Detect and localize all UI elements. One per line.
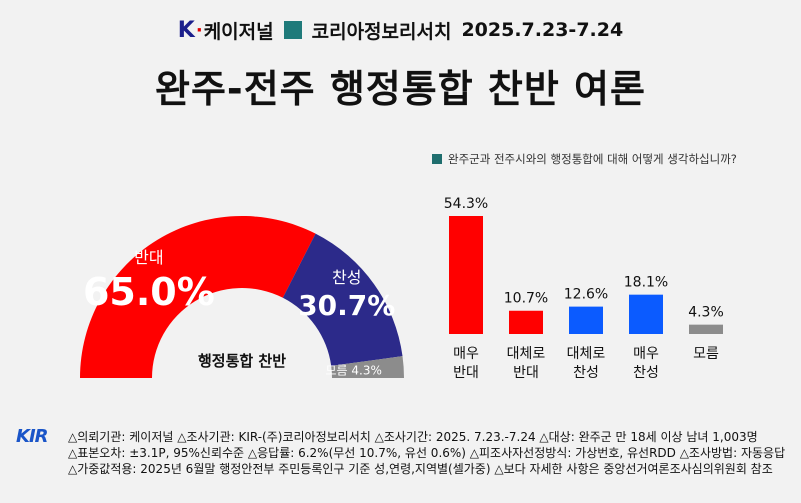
logo-word: 케이저널: [203, 20, 274, 43]
donut-slice-oppose: [80, 215, 316, 378]
bar-value-label: 10.7%: [504, 291, 548, 307]
question: 완주군과 전주시와의 행정통합에 대해 어떻게 생각하십니까?: [432, 151, 737, 167]
slice-label-support: 찬성: [332, 268, 361, 287]
pollster-name: 코리아정보리서치: [311, 20, 452, 43]
header: K · 케이저널 코리아정보리서치 2025.7.23-7.24: [0, 14, 801, 46]
bar-category-label: 반대: [513, 365, 539, 381]
footer-line-3: △가중값적용: 2025년 6월말 행정안전부 주민등록인구 기준 성,연령,지…: [68, 462, 773, 476]
footer-line-1: △의뢰기관: 케이저널 △조사기관: KIR-(주)코리아정보리서치 △조사기간…: [68, 430, 758, 444]
bar: [569, 306, 603, 334]
question-text: 완주군과 전주시와의 행정통합에 대해 어떻게 생각하십니까?: [448, 152, 737, 166]
donut-slice-support: [282, 233, 403, 366]
bar: [449, 216, 483, 334]
slice-label-oppose: 반대: [134, 248, 163, 267]
bar-value-label: 54.3%: [444, 196, 488, 212]
slice-label-unknown: 모름 4.3%: [326, 363, 382, 377]
footer: KIR △의뢰기관: 케이저널 △조사기관: KIR-(주)코리아정보리서치 △…: [16, 426, 786, 477]
footer-line-2: △표본오차: ±3.1P, 95%신뢰수준 △응답률: 6.2%(무선 10.7…: [68, 446, 786, 460]
donut-slice-unknown: [331, 356, 404, 378]
kir-logo: KIR: [16, 426, 49, 447]
bar-category-label: 모름: [693, 346, 719, 362]
bar-category-label: 매우: [633, 346, 659, 362]
slice-value-support: 30.7%: [298, 289, 395, 322]
bar-value-label: 12.6%: [564, 287, 608, 303]
logo-k: K: [177, 17, 195, 43]
square-icon: [432, 154, 442, 164]
bar: [629, 294, 663, 334]
page-title: 완주-전주 행정통합 찬반 여론: [155, 67, 646, 111]
bar-category-label: 찬성: [633, 365, 659, 381]
bar-category-label: 대체로: [507, 346, 546, 362]
bar-category-label: 반대: [453, 365, 479, 381]
bar-value-label: 4.3%: [688, 305, 724, 321]
bar-value-label: 18.1%: [624, 275, 668, 291]
bar: [509, 310, 543, 334]
bar-category-label: 찬성: [573, 365, 599, 381]
bar: [689, 324, 723, 334]
bar-category-label: 대체로: [567, 346, 606, 362]
survey-dates: 2025.7.23-7.24: [461, 19, 624, 41]
square-icon: [283, 21, 302, 39]
kjournal-logo: K · 케이저널: [178, 17, 274, 44]
slice-value-oppose: 65.0%: [83, 270, 215, 314]
bar-category-label: 매우: [453, 346, 479, 362]
logo-dot: ·: [195, 19, 203, 41]
donut-center-label: 행정통합 찬반: [198, 352, 286, 370]
